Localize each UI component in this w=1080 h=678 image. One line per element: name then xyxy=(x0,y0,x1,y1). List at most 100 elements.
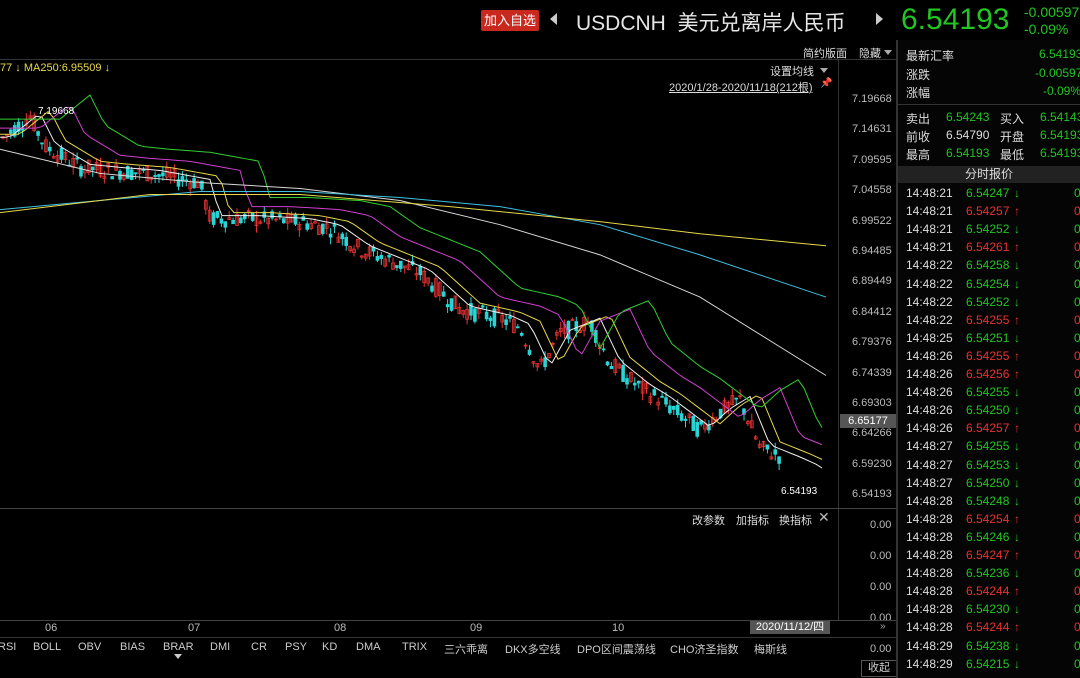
candle-body xyxy=(527,349,532,355)
collapse-button[interactable]: 收起 xyxy=(861,660,897,677)
switch-indicator-button[interactable]: 换指标 xyxy=(779,515,812,527)
add-indicator-button[interactable]: 加指标 xyxy=(736,515,769,527)
simple-layout-button[interactable]: 简约版面 xyxy=(803,48,847,60)
tab-kd[interactable]: KD xyxy=(322,641,338,653)
tab-brar[interactable]: BRAR xyxy=(163,641,194,653)
tab-selected-marker-icon xyxy=(174,654,182,659)
tick-time: 14:48:29 xyxy=(906,656,953,671)
tick-time: 14:48:21 xyxy=(906,240,953,255)
candle-body xyxy=(531,361,536,364)
tick-arrow-icon: ↑ xyxy=(1014,548,1020,562)
tick-price: 6.54258 xyxy=(966,258,1010,273)
candle-body xyxy=(679,413,684,421)
hide-button[interactable]: 隐藏 xyxy=(859,48,881,60)
time-axis-tick: 06 xyxy=(45,622,58,634)
candle-body xyxy=(457,306,462,314)
candle-body xyxy=(434,278,438,297)
buy-value: 6.54143 xyxy=(1040,110,1080,124)
close-icon[interactable]: ✕ xyxy=(818,509,830,525)
tab-dmi[interactable]: DMI xyxy=(210,641,231,653)
tick-volume: 0 xyxy=(1074,548,1080,562)
tick-arrow-icon: ↑ xyxy=(1014,421,1020,436)
tick-time: 14:48:28 xyxy=(906,529,953,544)
candle-body xyxy=(94,161,99,171)
tick-price: 6.54252 xyxy=(966,294,1010,309)
add-to-watchlist-button[interactable]: 加入自选 xyxy=(481,10,539,31)
tick-row: 14:48:22 6.54258 ↓ xyxy=(906,258,1026,272)
tab-bias[interactable]: BIAS xyxy=(120,641,146,653)
change-params-button[interactable]: 改参数 xyxy=(692,515,725,527)
tick-row: 14:48:26 6.54255 ↑ xyxy=(906,349,1026,363)
price-axis-tick: 6.54193 xyxy=(852,488,892,501)
candle-body xyxy=(395,265,399,268)
candle-body xyxy=(746,421,750,425)
price-axis-tick: 6.89449 xyxy=(852,275,892,288)
candle-body xyxy=(672,405,676,410)
next-symbol-icon[interactable] xyxy=(876,13,883,25)
candle-body xyxy=(55,155,60,163)
pin-icon[interactable]: 📌 xyxy=(820,78,833,89)
prev-symbol-icon[interactable] xyxy=(550,13,557,25)
change-percent: -0.09% xyxy=(1024,21,1069,37)
tick-volume: 0 xyxy=(1074,529,1080,544)
low-value: 6.54193 xyxy=(1040,146,1080,160)
tab-dkx多空线[interactable]: DKX多空线 xyxy=(505,644,561,656)
change-panel-value: -0.00597 xyxy=(1035,66,1080,80)
tick-volume: 0 xyxy=(1074,584,1080,599)
ma5-line xyxy=(0,115,823,469)
tab-obv[interactable]: OBV xyxy=(78,641,102,653)
candle-body xyxy=(605,361,610,366)
last-price: 6.54193 xyxy=(901,3,1010,36)
tab-三六乖离[interactable]: 三六乖离 xyxy=(444,644,488,656)
tab-psy[interactable]: PSY xyxy=(285,641,308,653)
pct-label: 涨幅 xyxy=(906,86,931,100)
tick-price: 6.54261 xyxy=(966,240,1010,255)
tick-arrow-icon: ↓ xyxy=(1014,656,1020,671)
candle-body xyxy=(633,382,637,386)
tab-rsi[interactable]: RSI xyxy=(0,641,17,653)
tick-arrow-icon: ↑ xyxy=(1014,312,1020,327)
candle-body xyxy=(32,115,36,131)
tab-dma[interactable]: DMA xyxy=(356,641,381,653)
candle-body xyxy=(574,321,579,332)
candle-body xyxy=(496,308,501,313)
candle-body xyxy=(675,404,680,416)
candle-body xyxy=(418,266,423,276)
set-ma-dropdown-icon[interactable] xyxy=(820,68,828,73)
tick-price: 6.54255 xyxy=(966,312,1010,327)
tab-梅斯线[interactable]: 梅斯线 xyxy=(754,644,787,656)
candle-body xyxy=(16,121,21,132)
tab-trix[interactable]: TRIX xyxy=(402,641,428,653)
change-value: -0.00597 xyxy=(1024,4,1080,20)
tab-boll[interactable]: BOLL xyxy=(33,641,62,653)
tick-price: 6.54244 xyxy=(966,620,1010,635)
divider xyxy=(898,104,1080,105)
candle-body xyxy=(504,319,508,326)
candle-body xyxy=(773,449,777,455)
tick-volume: 0 xyxy=(1074,421,1080,436)
candle-body xyxy=(250,212,255,221)
scroll-right-icon[interactable]: » xyxy=(880,621,886,632)
tab-cr[interactable]: CR xyxy=(251,641,267,653)
tick-volume: 0 xyxy=(1074,638,1080,653)
high-value: 6.54193 xyxy=(946,146,990,160)
tab-cho济圣指数[interactable]: CHO济圣指数 xyxy=(670,644,739,656)
tick-row: 14:48:21 6.54257 ↑ xyxy=(906,204,1026,218)
tick-arrow-icon: ↑ xyxy=(1014,367,1020,381)
indicator-tabs: RSI BOLL OBV BIAS BRAR DMI CR PSY KD DMA TRIX 三六乖离 D… xyxy=(0,637,896,656)
candle-body xyxy=(512,318,516,334)
tick-arrow-icon: ↓ xyxy=(1014,258,1020,273)
price-axis-tick: 6.94485 xyxy=(852,245,892,257)
tick-row: 14:48:27 6.54253 ↓ xyxy=(906,458,1026,472)
candle-body xyxy=(336,236,341,243)
tick-time: 14:48:21 xyxy=(906,204,953,219)
candle-body xyxy=(473,308,477,322)
set-ma-button[interactable]: 设置均线 xyxy=(770,66,814,78)
hide-dropdown-icon[interactable] xyxy=(884,50,892,55)
tick-price: 6.54215 xyxy=(966,656,1010,671)
candle-body xyxy=(547,353,551,359)
tick-row: 14:48:27 6.54250 ↓ xyxy=(906,476,1026,490)
tick-volume: 0 xyxy=(1074,186,1080,200)
buy-label: 买入 xyxy=(1000,112,1025,126)
tab-dpo区间震荡线[interactable]: DPO区间震荡线 xyxy=(577,644,656,656)
